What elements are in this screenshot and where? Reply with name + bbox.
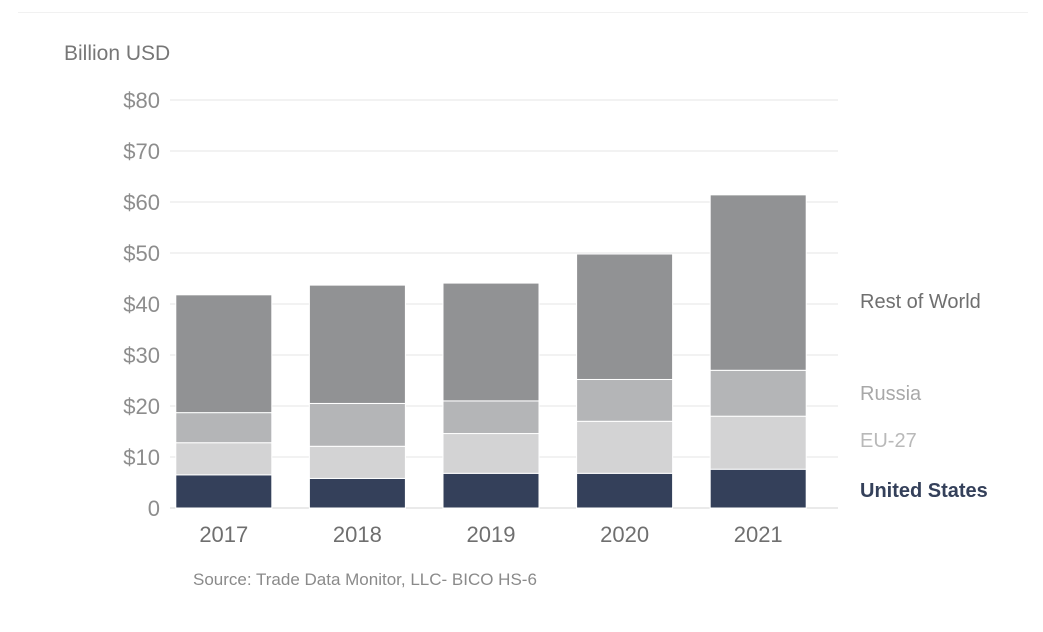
bar-2019-eu-27 — [442, 433, 540, 474]
bar-2021-eu-27 — [709, 415, 807, 470]
y-axis-ticks: 0 $10 $20 $30 $40 $50 $60 $70 $80 — [123, 88, 160, 521]
bar-2017-united-states — [175, 474, 273, 509]
bar-2018-rest-of-world — [308, 284, 406, 404]
legend-united-states: United States — [860, 480, 988, 502]
legend: United States EU-27 Russia Rest of World — [860, 291, 988, 502]
bar-2018-eu-27 — [308, 445, 406, 479]
bar-2019-united-states — [442, 472, 540, 509]
x-tick-label: 2019 — [467, 522, 516, 547]
source-note: Source: Trade Data Monitor, LLC- BICO HS… — [193, 570, 537, 589]
bar-2020-united-states — [576, 472, 674, 509]
bar-2017-russia — [175, 412, 273, 444]
bar-2018-russia — [308, 402, 406, 447]
bar-2021-rest-of-world — [709, 194, 807, 371]
bar-2020-rest-of-world — [576, 253, 674, 380]
legend-russia: Russia — [860, 383, 922, 405]
y-tick-label: $50 — [123, 241, 160, 266]
y-axis-title: Billion USD — [64, 42, 171, 65]
x-tick-label: 2021 — [734, 522, 783, 547]
x-tick-label: 2017 — [199, 522, 248, 547]
bar-2018-united-states — [308, 477, 406, 509]
bar-2019-russia — [442, 400, 540, 435]
bar-2019-rest-of-world — [442, 282, 540, 402]
y-tick-label: $20 — [123, 394, 160, 419]
y-tick-label: 0 — [148, 496, 160, 521]
y-tick-label: $40 — [123, 292, 160, 317]
x-axis-ticks: 2017 2018 2019 2020 2021 — [199, 522, 782, 547]
y-tick-label: $70 — [123, 139, 160, 164]
legend-eu-27: EU-27 — [860, 430, 917, 452]
top-divider — [18, 12, 1028, 13]
bar-2017-rest-of-world — [175, 294, 273, 414]
y-tick-label: $60 — [123, 190, 160, 215]
bar-2017-eu-27 — [175, 442, 273, 476]
bar-2020-russia — [576, 378, 674, 422]
x-tick-label: 2018 — [333, 522, 382, 547]
bars — [175, 194, 807, 509]
bar-2021-russia — [709, 369, 807, 417]
y-tick-label: $10 — [123, 445, 160, 470]
bar-2021-united-states — [709, 468, 807, 509]
y-tick-label: $30 — [123, 343, 160, 368]
y-tick-label: $80 — [123, 88, 160, 113]
x-tick-label: 2020 — [600, 522, 649, 547]
bar-2020-eu-27 — [576, 420, 674, 474]
legend-rest-of-world: Rest of World — [860, 291, 981, 313]
